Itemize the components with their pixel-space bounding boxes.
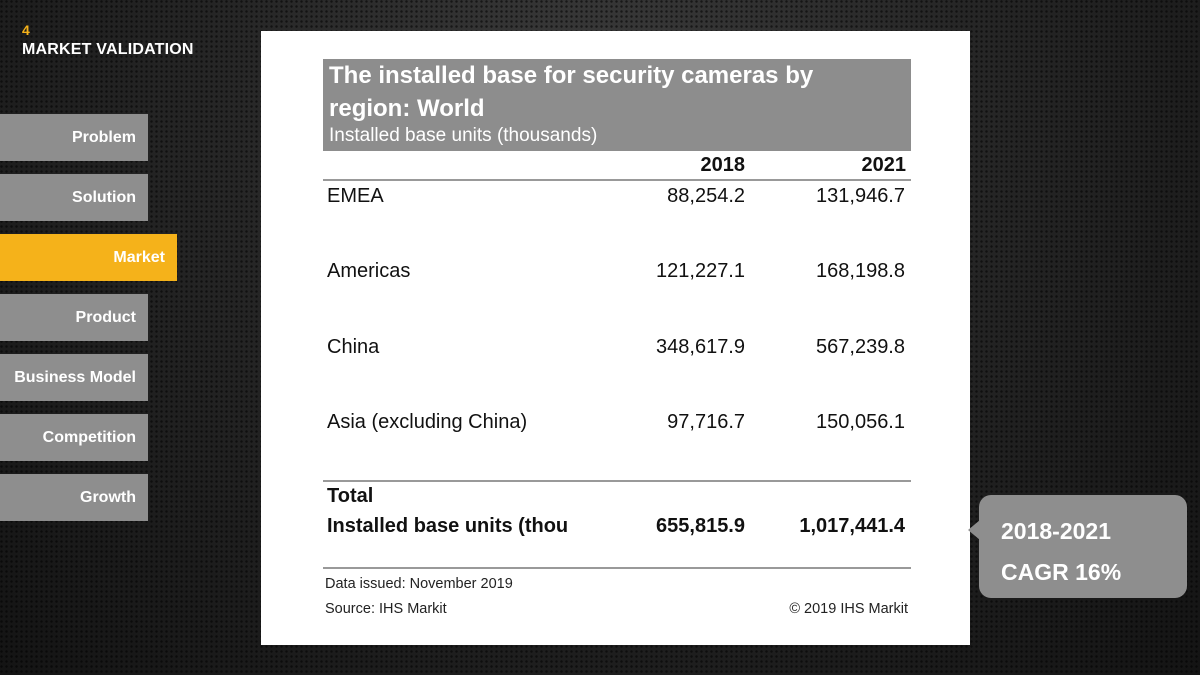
value-2021: 150,056.1 xyxy=(816,411,905,433)
value-2018: 97,716.7 xyxy=(667,411,745,433)
total-label-line1: Total xyxy=(327,485,374,507)
callout-pointer xyxy=(968,520,980,540)
nav-item-solution[interactable]: Solution xyxy=(0,174,148,221)
nav-item-product[interactable]: Product xyxy=(0,294,148,341)
nav-item-growth[interactable]: Growth xyxy=(0,474,148,521)
row-label: Americas xyxy=(327,260,411,282)
table-title-line2: region: World xyxy=(329,95,485,122)
row-label: EMEA xyxy=(327,185,384,207)
value-2021: 131,946.7 xyxy=(816,185,905,207)
cagr-callout: 2018-2021 CAGR 16% xyxy=(979,495,1187,598)
nav-item-business-model[interactable]: Business Model xyxy=(0,354,148,401)
total-divider-bottom xyxy=(323,567,911,569)
header-divider xyxy=(323,179,911,181)
cagr-value: CAGR 16% xyxy=(1001,559,1122,585)
nav-item-problem[interactable]: Problem xyxy=(0,114,148,161)
table-subtitle: Installed base units (thousands) xyxy=(329,125,598,146)
nav-item-competition[interactable]: Competition xyxy=(0,414,148,461)
nav-item-market[interactable]: Market xyxy=(0,234,177,281)
row-label: Asia (excluding China) xyxy=(327,411,528,433)
cagr-period: 2018-2021 xyxy=(1001,518,1111,544)
value-2018: 88,254.2 xyxy=(667,185,745,207)
slide-title: MARKET VALIDATION xyxy=(22,41,194,58)
value-2021: 168,198.8 xyxy=(816,260,905,282)
value-2018: 348,617.9 xyxy=(656,336,745,358)
total-value-2021: 1,017,441.4 xyxy=(799,515,905,537)
source-note: Source: IHS Markit xyxy=(325,601,447,617)
value-2018: 121,227.1 xyxy=(656,260,745,282)
total-value-2018: 655,815.9 xyxy=(656,515,745,537)
slide-header: 4 MARKET VALIDATION xyxy=(22,22,194,59)
copyright-note: © 2019 IHS Markit xyxy=(789,601,908,617)
table-title-line1: The installed base for security cameras … xyxy=(329,62,814,89)
slide-number: 4 xyxy=(22,22,30,38)
data-issued-note: Data issued: November 2019 xyxy=(325,576,513,592)
row-label: China xyxy=(327,336,380,358)
column-header-2018: 2018 xyxy=(700,154,746,176)
column-header-2021: 2021 xyxy=(861,154,907,176)
value-2021: 567,239.8 xyxy=(816,336,905,358)
total-label-line2: Installed base units (thou xyxy=(327,515,569,537)
data-table-panel: The installed base for security cameras … xyxy=(261,31,970,645)
table-title-box: The installed base for security cameras … xyxy=(323,59,911,151)
total-divider-top xyxy=(323,480,911,482)
